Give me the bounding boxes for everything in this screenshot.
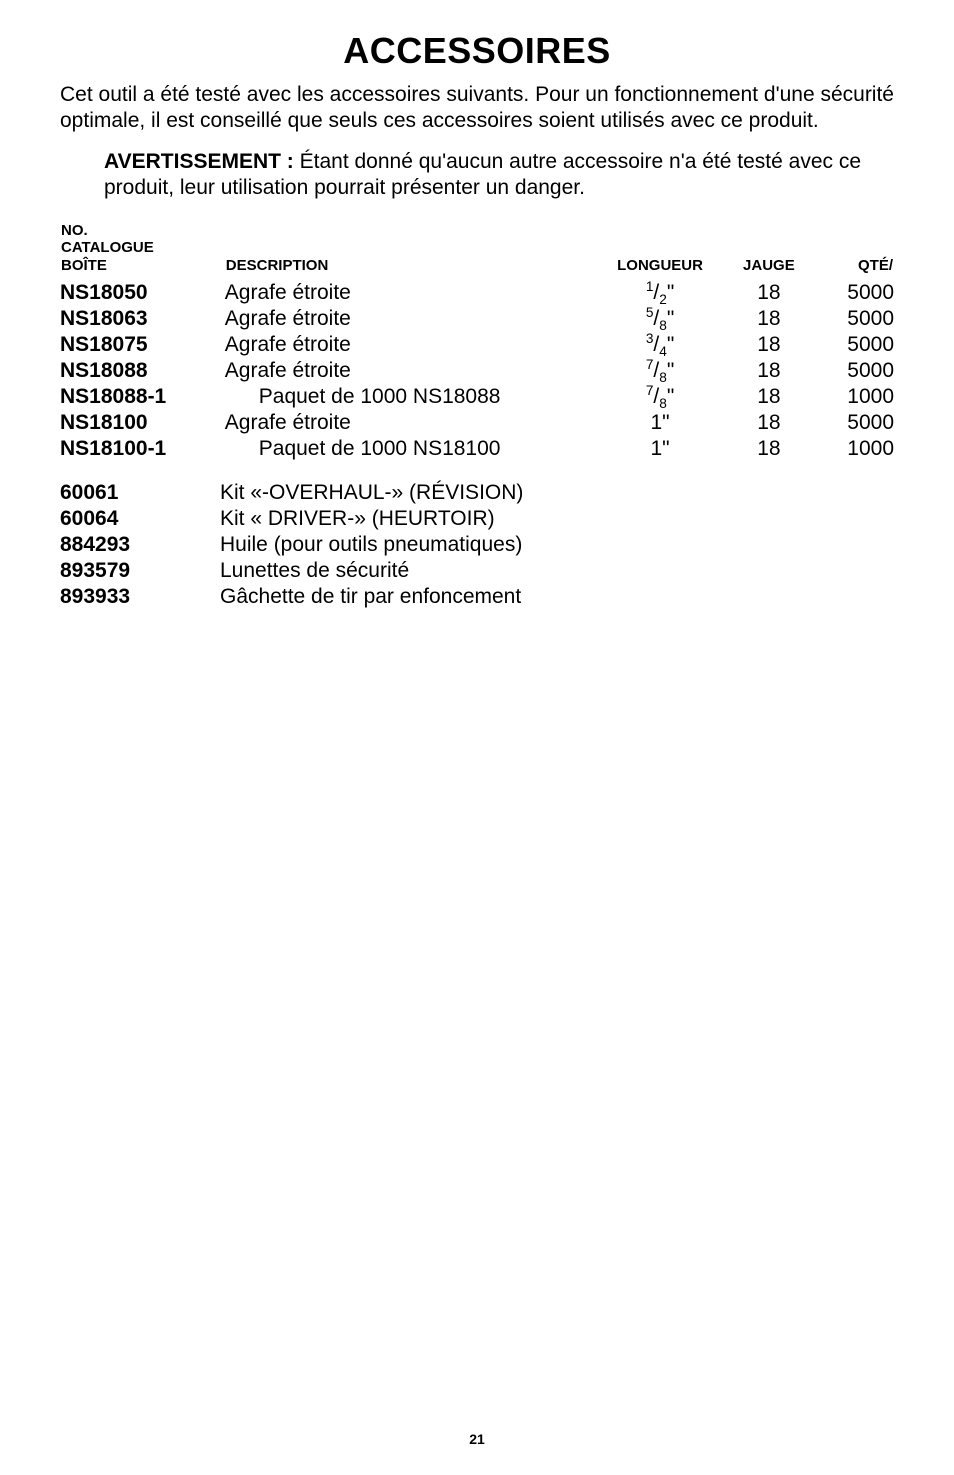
cell-jauge: 18 — [727, 306, 810, 332]
cell-catalogue: NS18088-1 — [60, 384, 225, 410]
cell-description: Paquet de 1000 NS18100 — [225, 436, 593, 462]
table-row: NS18063Agrafe étroite5/8"185000 — [60, 306, 894, 332]
cell-qte: 5000 — [811, 332, 894, 358]
cell-jauge: 18 — [727, 332, 810, 358]
list-item: 60064Kit « DRIVER-» (HEURTOIR) — [60, 506, 523, 532]
cell-description: Agrafe étroite — [225, 410, 593, 436]
warning-label: AVERTISSEMENT : — [104, 150, 300, 173]
list-item: 893579Lunettes de sécurité — [60, 558, 523, 584]
cell-longueur: 1/2" — [593, 280, 727, 306]
cell-qte: 5000 — [811, 410, 894, 436]
cell-description: Agrafe étroite — [225, 332, 593, 358]
cell-catalogue: NS18088 — [60, 358, 225, 384]
cell-catalogue: NS18100 — [60, 410, 225, 436]
table-row: NS18088-1Paquet de 1000 NS180887/8"18100… — [60, 384, 894, 410]
cell-jauge: 18 — [727, 410, 810, 436]
table-row: NS18100-1Paquet de 1000 NS181001"181000 — [60, 436, 894, 462]
cell-qte: 5000 — [811, 280, 894, 306]
table-row: NS18050Agrafe étroite1/2"185000 — [60, 280, 894, 306]
cell-jauge: 18 — [727, 280, 810, 306]
cell-catalogue: NS18063 — [60, 306, 225, 332]
cell-part-number: 884293 — [60, 532, 220, 558]
cell-qte: 1000 — [811, 436, 894, 462]
cell-description: Agrafe étroite — [225, 306, 593, 332]
header-description: DESCRIPTION — [225, 221, 593, 280]
table-row: NS18075Agrafe étroite3/4"185000 — [60, 332, 894, 358]
header-qte: QTÉ/ — [811, 221, 894, 280]
page-title: ACCESSOIRES — [60, 30, 894, 72]
parts-list: 60061Kit «-OVERHAUL-» (RÉVISION)60064Kit… — [60, 480, 523, 610]
cell-longueur: 1" — [593, 410, 727, 436]
header-catalogue: NO.CATALOGUEBOÎTE — [60, 221, 225, 280]
cell-jauge: 18 — [727, 384, 810, 410]
cell-longueur: 5/8" — [593, 306, 727, 332]
cell-qte: 1000 — [811, 384, 894, 410]
table-row: NS18088Agrafe étroite7/8"185000 — [60, 358, 894, 384]
cell-part-number: 893933 — [60, 584, 220, 610]
header-jauge: JAUGE — [727, 221, 810, 280]
cell-part-description: Kit « DRIVER-» (HEURTOIR) — [220, 506, 523, 532]
cell-part-number: 60061 — [60, 480, 220, 506]
cell-longueur: 7/8" — [593, 358, 727, 384]
cell-qte: 5000 — [811, 358, 894, 384]
warning-paragraph: AVERTISSEMENT : Étant donné qu'aucun aut… — [104, 149, 894, 202]
cell-part-description: Kit «-OVERHAUL-» (RÉVISION) — [220, 480, 523, 506]
cell-catalogue: NS18075 — [60, 332, 225, 358]
cell-part-description: Huile (pour outils pneumatiques) — [220, 532, 523, 558]
cell-catalogue: NS18100-1 — [60, 436, 225, 462]
list-item: 60061Kit «-OVERHAUL-» (RÉVISION) — [60, 480, 523, 506]
cell-longueur: 7/8" — [593, 384, 727, 410]
cell-part-number: 60064 — [60, 506, 220, 532]
cell-jauge: 18 — [727, 358, 810, 384]
table-header-row: NO.CATALOGUEBOÎTE DESCRIPTION LONGUEUR J… — [60, 221, 894, 280]
cell-description: Agrafe étroite — [225, 280, 593, 306]
table-row: NS18100Agrafe étroite1"185000 — [60, 410, 894, 436]
header-longueur: LONGUEUR — [593, 221, 727, 280]
cell-qte: 5000 — [811, 306, 894, 332]
cell-jauge: 18 — [727, 436, 810, 462]
list-item: 893933Gâchette de tir par enfoncement — [60, 584, 523, 610]
cell-part-number: 893579 — [60, 558, 220, 584]
cell-part-description: Lunettes de sécurité — [220, 558, 523, 584]
cell-longueur: 1" — [593, 436, 727, 462]
list-item: 884293Huile (pour outils pneumatiques) — [60, 532, 523, 558]
cell-longueur: 3/4" — [593, 332, 727, 358]
page-number: 21 — [0, 1431, 954, 1447]
accessories-table: NO.CATALOGUEBOÎTE DESCRIPTION LONGUEUR J… — [60, 221, 894, 462]
cell-description: Agrafe étroite — [225, 358, 593, 384]
cell-part-description: Gâchette de tir par enfoncement — [220, 584, 523, 610]
cell-description: Paquet de 1000 NS18088 — [225, 384, 593, 410]
cell-catalogue: NS18050 — [60, 280, 225, 306]
intro-paragraph: Cet outil a été testé avec les accessoir… — [60, 82, 894, 135]
